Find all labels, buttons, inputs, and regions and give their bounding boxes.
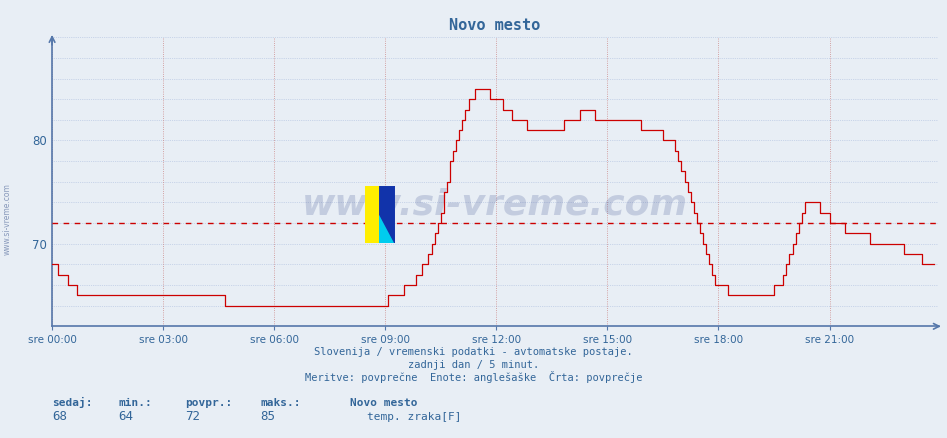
Text: Slovenija / vremenski podatki - avtomatske postaje.: Slovenija / vremenski podatki - avtomats…	[314, 347, 633, 357]
Text: min.:: min.:	[118, 399, 152, 409]
Text: zadnji dan / 5 minut.: zadnji dan / 5 minut.	[408, 360, 539, 370]
Polygon shape	[380, 215, 395, 243]
Text: Novo mesto: Novo mesto	[350, 399, 418, 409]
Polygon shape	[365, 186, 380, 243]
Text: 68: 68	[52, 410, 67, 423]
Title: Novo mesto: Novo mesto	[449, 18, 541, 33]
Text: Meritve: povprečne  Enote: anglešaške  Črta: povprečje: Meritve: povprečne Enote: anglešaške Črt…	[305, 371, 642, 383]
Text: 85: 85	[260, 410, 276, 423]
Text: 72: 72	[185, 410, 200, 423]
Text: maks.:: maks.:	[260, 399, 301, 409]
Text: www.si-vreme.com: www.si-vreme.com	[3, 183, 12, 255]
Text: www.si-vreme.com: www.si-vreme.com	[302, 188, 688, 222]
Polygon shape	[380, 186, 395, 243]
Text: temp. zraka[F]: temp. zraka[F]	[367, 412, 462, 422]
Text: povpr.:: povpr.:	[185, 399, 232, 409]
Text: sedaj:: sedaj:	[52, 397, 93, 409]
Text: 64: 64	[118, 410, 134, 423]
